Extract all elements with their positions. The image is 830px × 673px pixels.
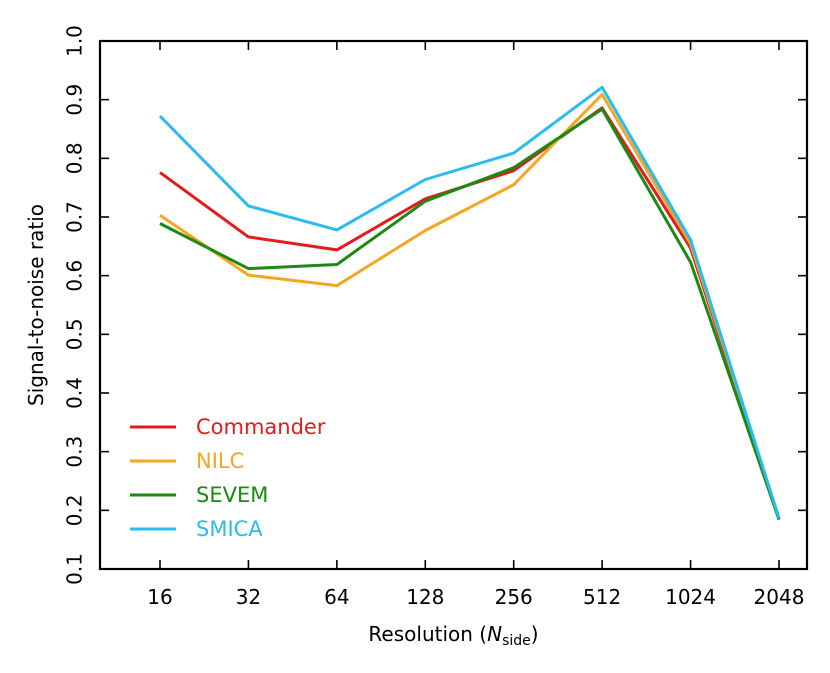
series-line-sevem: [159, 107, 781, 521]
x-axis-label-symbol: N: [487, 622, 502, 646]
x-tick-label: 16: [147, 585, 172, 609]
y-axis-label: Signal-to-noise ratio: [24, 204, 48, 406]
legend: Commander NILC SEVEM SMICA: [130, 415, 326, 541]
x-tick-label: 32: [236, 585, 261, 609]
y-tick-label: 0.2: [63, 494, 87, 526]
legend-label-sevem: SEVEM: [196, 483, 268, 507]
legend-label-smica: SMICA: [196, 517, 263, 541]
legend-label-nilc: NILC: [196, 449, 244, 473]
series-layer: [158, 85, 781, 521]
y-tick-label: 0.7: [63, 201, 87, 233]
series-line-commander: [159, 106, 781, 520]
plot-frame: [98, 39, 809, 571]
legend-label-commander: Commander: [196, 415, 326, 439]
y-tick-label: 0.4: [63, 377, 87, 409]
x-tick-label: 1024: [665, 585, 716, 609]
y-tick-label: 0.8: [63, 142, 87, 174]
y-tick-label: 0.1: [63, 553, 87, 585]
y-tick-label: 0.3: [63, 436, 87, 468]
x-tick-label: 128: [406, 585, 444, 609]
x-axis-label-suffix: ): [531, 622, 539, 646]
series-line-smica: [158, 85, 781, 519]
x-tick-label: 512: [583, 585, 621, 609]
y-tick-label: 1.0: [63, 25, 87, 57]
x-tick-label: 64: [324, 585, 349, 609]
y-tick-label: 0.5: [63, 318, 87, 350]
y-tick-label: 0.9: [63, 84, 87, 116]
x-axis-label: Resolution (Nside): [368, 622, 538, 649]
x-axis-label-prefix: Resolution (: [368, 622, 487, 646]
ticks-layer: 16 32 64 128 256 512 1024 2048 0.1 0.2 0.3 0.4 0.5 0.…: [63, 25, 807, 609]
series-line-nilc: [159, 92, 781, 519]
x-tick-label: 2048: [754, 585, 805, 609]
x-tick-label: 256: [495, 585, 533, 609]
y-tick-label: 0.6: [63, 260, 87, 292]
x-axis-label-subscript: side: [502, 633, 531, 649]
